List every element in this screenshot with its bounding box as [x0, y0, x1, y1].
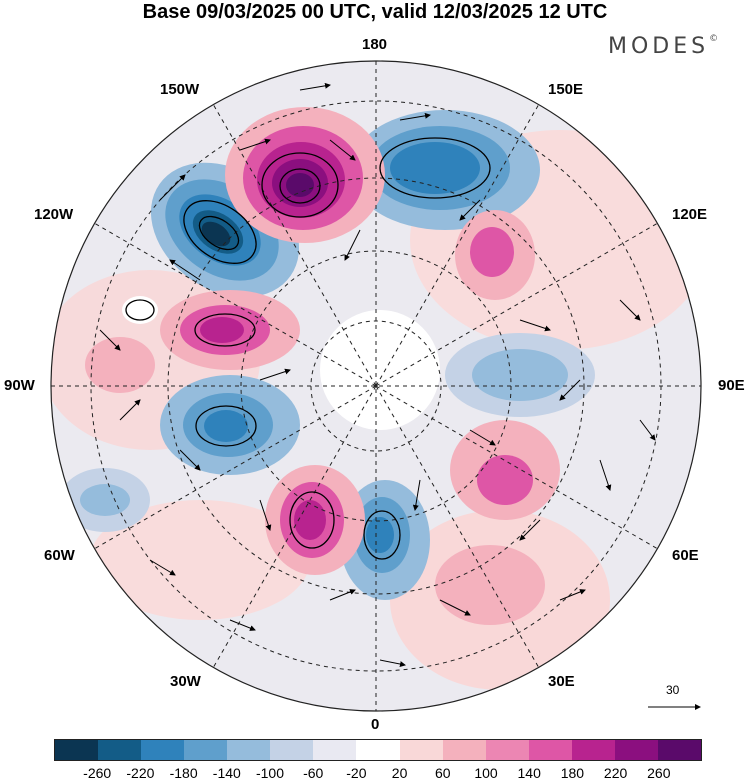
colorbar-tick-label: -20 — [346, 765, 367, 781]
anomaly-field — [51, 61, 701, 711]
colorbar-tick-label: 20 — [391, 765, 408, 781]
colorbar-swatch — [98, 740, 142, 760]
colorbar-swatch — [485, 740, 529, 760]
colorbar-tick-label: -260 — [83, 765, 112, 781]
colorbar-swatch — [184, 740, 228, 760]
lon-label-0: 0 — [371, 716, 380, 733]
modes-logo: MODES© — [608, 33, 719, 59]
colorbar-tick-label: -60 — [303, 765, 324, 781]
colorbar-tick-label: 260 — [647, 765, 671, 781]
height-contours — [125, 137, 491, 560]
lon-label-30w: 30W — [170, 673, 201, 690]
lon-label-60e: 60E — [672, 547, 699, 564]
lon-label-120w: 120W — [34, 206, 74, 223]
colorbar-swatch — [399, 740, 443, 760]
lon-label-60w: 60W — [44, 547, 75, 564]
lon-label-90e: 90E — [718, 377, 745, 394]
colorbar-swatch — [313, 740, 357, 760]
colorbar-swatch — [571, 740, 615, 760]
colorbar-tick-label: 100 — [474, 765, 498, 781]
colorbar-swatch — [141, 740, 185, 760]
lon-label-150w: 150W — [160, 81, 200, 98]
colorbar-tick-label: 60 — [435, 765, 451, 781]
wind-vectors — [99, 82, 656, 667]
colorbar-swatch — [270, 740, 314, 760]
colorbar-tick-label: -180 — [169, 765, 198, 781]
colorbar-tick-labels: -260 -220 -180 -140 -100 -60 -20 20 60 100 140 180 2… — [0, 765, 750, 783]
lon-label-120e: 120E — [672, 206, 708, 223]
map-boundary — [50, 60, 702, 712]
lon-label-150e: 150E — [548, 81, 584, 98]
colorbar-swatch — [657, 740, 701, 760]
colorbar-swatch — [356, 740, 400, 760]
colorbar-tick-label: 140 — [517, 765, 541, 781]
reference-vector-label: 30 — [666, 683, 680, 697]
colorbar-tick-label: -140 — [212, 765, 241, 781]
colorbar-tick-label: -220 — [126, 765, 155, 781]
colorbar-tick-label: 220 — [603, 765, 628, 781]
colorbar — [54, 739, 702, 761]
lon-label-90w: 90W — [4, 377, 35, 394]
lon-label-180: 180 — [362, 36, 388, 53]
graticule — [51, 61, 701, 711]
colorbar-tick-label: 180 — [560, 765, 585, 781]
colorbar-swatch — [55, 740, 99, 760]
colorbar-tick-label: -100 — [255, 765, 285, 781]
map-title: Base 09/03/2025 00 UTC, valid 12/03/2025… — [142, 1, 608, 23]
colorbar-swatch — [227, 740, 271, 760]
lon-label-30e: 30E — [548, 673, 575, 690]
colorbar-swatch — [528, 740, 572, 760]
colorbar-swatch — [442, 740, 486, 760]
colorbar-swatch — [614, 740, 658, 760]
